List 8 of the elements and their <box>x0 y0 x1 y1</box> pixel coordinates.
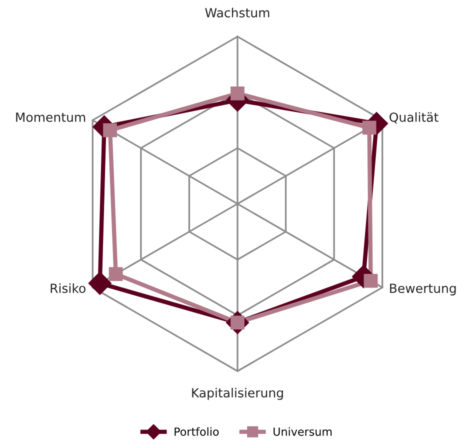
spoke-label: Risiko <box>50 283 86 294</box>
spoke-label: Momentum <box>16 112 86 122</box>
spoke-label: Kapitalisierung <box>192 388 283 400</box>
spoke-label: Qualität <box>390 112 438 124</box>
spoke-label: Wachstum <box>205 8 270 18</box>
spoke-label: Bewertung <box>390 284 456 296</box>
legend-label: Portfolio <box>174 427 219 436</box>
legend-label: Universum <box>274 427 332 436</box>
